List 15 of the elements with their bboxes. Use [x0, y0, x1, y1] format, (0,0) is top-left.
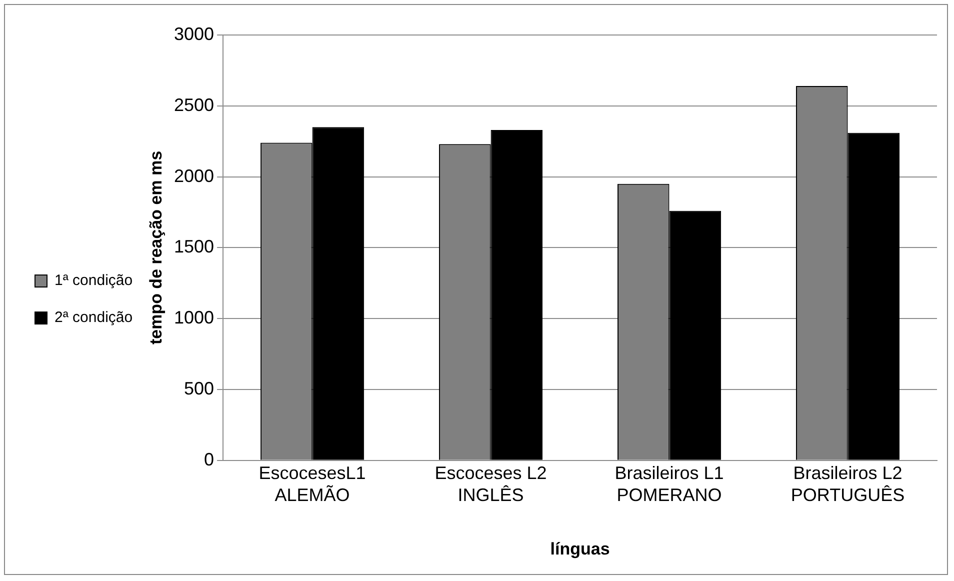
y-tick-label: 1500	[174, 236, 214, 257]
x-tick-label: EscocesesL1 ALEMÃO	[258, 463, 366, 505]
x-axis-title: línguas	[550, 539, 610, 558]
y-tick-label: 0	[204, 449, 214, 470]
y-tick-label: 1000	[174, 308, 214, 328]
x-tick-label: Brasileiros L2 PORTUGUÊS	[790, 463, 905, 505]
y-tick-label: 2000	[174, 166, 214, 186]
legend-label: 2ª condição	[54, 309, 133, 326]
y-tick-label: 3000	[174, 24, 214, 44]
x-tick-label: Escoceses L2 INGLÊS	[434, 463, 547, 505]
legend-label: 1ª condição	[54, 272, 133, 290]
y-axis-title: tempo de reação em ms	[146, 150, 166, 345]
y-tick-label: 500	[184, 378, 214, 398]
x-tick-label: Brasileiros L1 POMERANO	[614, 463, 724, 505]
y-tick-label: 2500	[174, 94, 214, 115]
